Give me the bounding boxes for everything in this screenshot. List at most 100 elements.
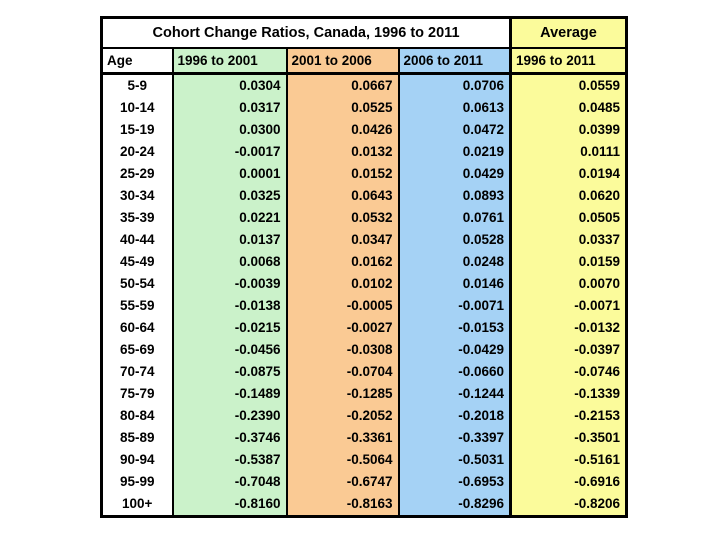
table-row: 45-49 0.0068 0.0162 0.0248 0.0159 bbox=[100, 251, 628, 273]
value-cell-p3: 0.0219 bbox=[397, 141, 512, 163]
age-label: 60-64 bbox=[100, 317, 174, 339]
value-cell-p1: 0.0001 bbox=[171, 163, 288, 185]
value-cell-avg: -0.5161 bbox=[509, 449, 628, 471]
value-cell-p3: -0.0429 bbox=[397, 339, 512, 361]
value-cell-p3: -0.0071 bbox=[397, 295, 512, 317]
column-header-age: Age bbox=[100, 47, 174, 75]
table-row: 10-14 0.0317 0.0525 0.0613 0.0485 bbox=[100, 97, 628, 119]
value-cell-p3: -0.8296 bbox=[397, 493, 512, 517]
table-row: 20-24 -0.0017 0.0132 0.0219 0.0111 bbox=[100, 141, 628, 163]
value-cell-avg: 0.0399 bbox=[509, 119, 628, 141]
value-cell-p1: 0.0304 bbox=[171, 73, 288, 97]
table-row: 70-74 -0.0875 -0.0704 -0.0660 -0.0746 bbox=[100, 361, 628, 383]
value-cell-p1: -0.1489 bbox=[171, 383, 288, 405]
age-label: 10-14 bbox=[100, 97, 174, 119]
value-cell-p3: -0.2018 bbox=[397, 405, 512, 427]
value-cell-avg: 0.0485 bbox=[509, 97, 628, 119]
value-cell-p1: 0.0317 bbox=[171, 97, 288, 119]
age-label: 50-54 bbox=[100, 273, 174, 295]
value-cell-p1: 0.0300 bbox=[171, 119, 288, 141]
value-cell-p2: 0.0162 bbox=[285, 251, 400, 273]
age-label: 65-69 bbox=[100, 339, 174, 361]
age-label: 95-99 bbox=[100, 471, 174, 493]
age-label: 85-89 bbox=[100, 427, 174, 449]
table-row: 30-34 0.0325 0.0643 0.0893 0.0620 bbox=[100, 185, 628, 207]
table-row: 65-69 -0.0456 -0.0308 -0.0429 -0.0397 bbox=[100, 339, 628, 361]
value-cell-p3: 0.0528 bbox=[397, 229, 512, 251]
value-cell-p2: 0.0525 bbox=[285, 97, 400, 119]
table-row: 15-19 0.0300 0.0426 0.0472 0.0399 bbox=[100, 119, 628, 141]
value-cell-p2: -0.0027 bbox=[285, 317, 400, 339]
value-cell-p2: 0.0102 bbox=[285, 273, 400, 295]
table-title: Cohort Change Ratios, Canada, 1996 to 20… bbox=[100, 16, 512, 49]
value-cell-p2: 0.0347 bbox=[285, 229, 400, 251]
value-cell-p1: -0.2390 bbox=[171, 405, 288, 427]
value-cell-p1: -0.0017 bbox=[171, 141, 288, 163]
title-row: Cohort Change Ratios, Canada, 1996 to 20… bbox=[100, 16, 628, 49]
age-label: 45-49 bbox=[100, 251, 174, 273]
value-cell-avg: 0.0559 bbox=[509, 73, 628, 97]
value-cell-avg: -0.0132 bbox=[509, 317, 628, 339]
value-cell-p2: -0.5064 bbox=[285, 449, 400, 471]
value-cell-avg: 0.0505 bbox=[509, 207, 628, 229]
value-cell-p2: -0.6747 bbox=[285, 471, 400, 493]
value-cell-p2: 0.0132 bbox=[285, 141, 400, 163]
table-row: 5-9 0.0304 0.0667 0.0706 0.0559 bbox=[100, 73, 628, 97]
value-cell-p2: -0.0005 bbox=[285, 295, 400, 317]
table-row: 60-64 -0.0215 -0.0027 -0.0153 -0.0132 bbox=[100, 317, 628, 339]
column-header-p3: 2006 to 2011 bbox=[397, 47, 512, 75]
value-cell-p3: -0.0660 bbox=[397, 361, 512, 383]
value-cell-p1: -0.0039 bbox=[171, 273, 288, 295]
value-cell-avg: -0.0397 bbox=[509, 339, 628, 361]
value-cell-p2: -0.2052 bbox=[285, 405, 400, 427]
value-cell-p2: -0.0308 bbox=[285, 339, 400, 361]
value-cell-p3: 0.0429 bbox=[397, 163, 512, 185]
age-label: 30-34 bbox=[100, 185, 174, 207]
age-label: 15-19 bbox=[100, 119, 174, 141]
age-label: 90-94 bbox=[100, 449, 174, 471]
column-header-row: Age 1996 to 2001 2001 to 2006 2006 to 2011 1… bbox=[100, 47, 628, 75]
value-cell-p2: 0.0667 bbox=[285, 73, 400, 97]
value-cell-p1: -0.0875 bbox=[171, 361, 288, 383]
value-cell-p1: 0.0325 bbox=[171, 185, 288, 207]
value-cell-avg: -0.1339 bbox=[509, 383, 628, 405]
value-cell-avg: 0.0159 bbox=[509, 251, 628, 273]
age-label: 70-74 bbox=[100, 361, 174, 383]
value-cell-avg: -0.3501 bbox=[509, 427, 628, 449]
value-cell-p2: -0.8163 bbox=[285, 493, 400, 517]
value-cell-p3: 0.0613 bbox=[397, 97, 512, 119]
table-row: 90-94 -0.5387 -0.5064 -0.5031 -0.5161 bbox=[100, 449, 628, 471]
value-cell-p2: 0.0532 bbox=[285, 207, 400, 229]
age-label: 5-9 bbox=[100, 73, 174, 97]
value-cell-p1: -0.3746 bbox=[171, 427, 288, 449]
value-cell-p2: -0.0704 bbox=[285, 361, 400, 383]
table-row: 25-29 0.0001 0.0152 0.0429 0.0194 bbox=[100, 163, 628, 185]
age-label: 55-59 bbox=[100, 295, 174, 317]
value-cell-p2: 0.0152 bbox=[285, 163, 400, 185]
value-cell-p3: -0.1244 bbox=[397, 383, 512, 405]
value-cell-p3: 0.0761 bbox=[397, 207, 512, 229]
value-cell-p3: -0.3397 bbox=[397, 427, 512, 449]
cohort-change-ratios-table: Cohort Change Ratios, Canada, 1996 to 20… bbox=[100, 16, 629, 518]
value-cell-p2: 0.0643 bbox=[285, 185, 400, 207]
value-cell-p1: 0.0068 bbox=[171, 251, 288, 273]
average-header: Average bbox=[509, 16, 628, 49]
table-row: 55-59 -0.0138 -0.0005 -0.0071 -0.0071 bbox=[100, 295, 628, 317]
value-cell-p3: 0.0706 bbox=[397, 73, 512, 97]
table-row: 75-79 -0.1489 -0.1285 -0.1244 -0.1339 bbox=[100, 383, 628, 405]
value-cell-p1: -0.0456 bbox=[171, 339, 288, 361]
age-label: 35-39 bbox=[100, 207, 174, 229]
table-row: 35-39 0.0221 0.0532 0.0761 0.0505 bbox=[100, 207, 628, 229]
table-row: 80-84 -0.2390 -0.2052 -0.2018 -0.2153 bbox=[100, 405, 628, 427]
table-row: 85-89 -0.3746 -0.3361 -0.3397 -0.3501 bbox=[100, 427, 628, 449]
value-cell-p1: -0.0138 bbox=[171, 295, 288, 317]
age-label: 25-29 bbox=[100, 163, 174, 185]
age-label: 100+ bbox=[100, 493, 174, 517]
value-cell-p2: -0.1285 bbox=[285, 383, 400, 405]
value-cell-avg: 0.0620 bbox=[509, 185, 628, 207]
table-row: 100+ -0.8160 -0.8163 -0.8296 -0.8206 bbox=[100, 493, 628, 517]
value-cell-p3: -0.5031 bbox=[397, 449, 512, 471]
column-header-p1: 1996 to 2001 bbox=[171, 47, 288, 75]
value-cell-p1: -0.0215 bbox=[171, 317, 288, 339]
